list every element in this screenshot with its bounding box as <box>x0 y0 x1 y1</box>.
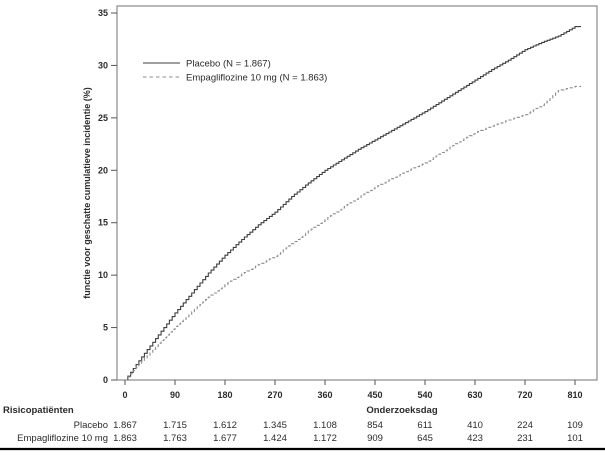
y-tick-label: 35 <box>98 8 108 18</box>
axes: 0 90 180 270 360 450 540 630 720 810 0 5 10 15 20 25 30 3… <box>98 8 583 400</box>
x-tick-label: 630 <box>467 390 482 400</box>
risk-row-label-placebo: Placebo <box>74 420 108 431</box>
risk-value: 224 <box>517 420 533 431</box>
plot-frame <box>116 5 598 381</box>
y-tick-label: 20 <box>98 165 108 175</box>
risk-value: 101 <box>567 433 583 444</box>
risk-value: 1.867 <box>113 420 137 431</box>
y-tick-label: 30 <box>98 60 108 70</box>
risk-value: 1.108 <box>313 420 337 431</box>
curve-placebo <box>125 26 581 381</box>
legend: Placebo (N = 1.867) Empagliflozine 10 mg… <box>143 59 327 84</box>
x-tick-label: 270 <box>267 390 282 400</box>
x-tick-label: 720 <box>517 390 532 400</box>
x-tick-label: 90 <box>170 390 180 400</box>
risk-value: 1.612 <box>213 420 237 431</box>
y-tick-label: 10 <box>98 270 108 280</box>
y-tick-label: 5 <box>103 323 108 333</box>
y-tick-label: 25 <box>98 113 108 123</box>
x-tick-label: 540 <box>417 390 432 400</box>
risk-value: 611 <box>417 420 432 431</box>
risk-value: 645 <box>417 433 433 444</box>
risk-value: 410 <box>467 420 483 431</box>
risk-table-title: Risicopatiënten <box>3 405 74 416</box>
risk-value: 854 <box>367 420 383 431</box>
risk-value: 1.172 <box>313 433 337 444</box>
risk-value: 1.715 <box>163 420 187 431</box>
risk-value: 109 <box>567 420 583 431</box>
risk-value: 1.863 <box>113 433 137 444</box>
x-tick-label: 360 <box>317 390 332 400</box>
survival-curves <box>125 26 581 381</box>
risk-value: 1.345 <box>263 420 287 431</box>
x-tick-label: 0 <box>122 390 127 400</box>
risk-value: 909 <box>367 433 383 444</box>
risk-value: 231 <box>517 433 533 444</box>
risk-table: Risicopatiënten Onderzoeksdag Placebo Em… <box>3 405 583 444</box>
x-tick-label: 810 <box>567 390 582 400</box>
x-tick-label: 180 <box>217 390 232 400</box>
curve-empagliflozine <box>125 85 581 381</box>
risk-value: 1.677 <box>213 433 237 444</box>
y-tick-label: 0 <box>103 375 108 385</box>
x-tick-label: 450 <box>367 390 382 400</box>
risk-value: 1.424 <box>263 433 287 444</box>
risk-value: 1.763 <box>163 433 187 444</box>
x-axis-label: Onderzoeksdag <box>366 405 437 416</box>
risk-value: 423 <box>467 433 483 444</box>
risk-table-values: 1.867 1.715 1.612 1.345 1.108 854 611 410 224 109… <box>113 420 583 444</box>
risk-row-label-empagliflozine: Empagliflozine 10 mg <box>17 433 108 444</box>
y-axis-label: functie voor geschatte cumulatieve incid… <box>82 87 92 299</box>
legend-label-empagliflozine: Empagliflozine 10 mg (N = 1.863) <box>186 73 327 84</box>
legend-label-placebo: Placebo (N = 1.867) <box>186 59 271 70</box>
y-tick-label: 15 <box>98 218 108 228</box>
